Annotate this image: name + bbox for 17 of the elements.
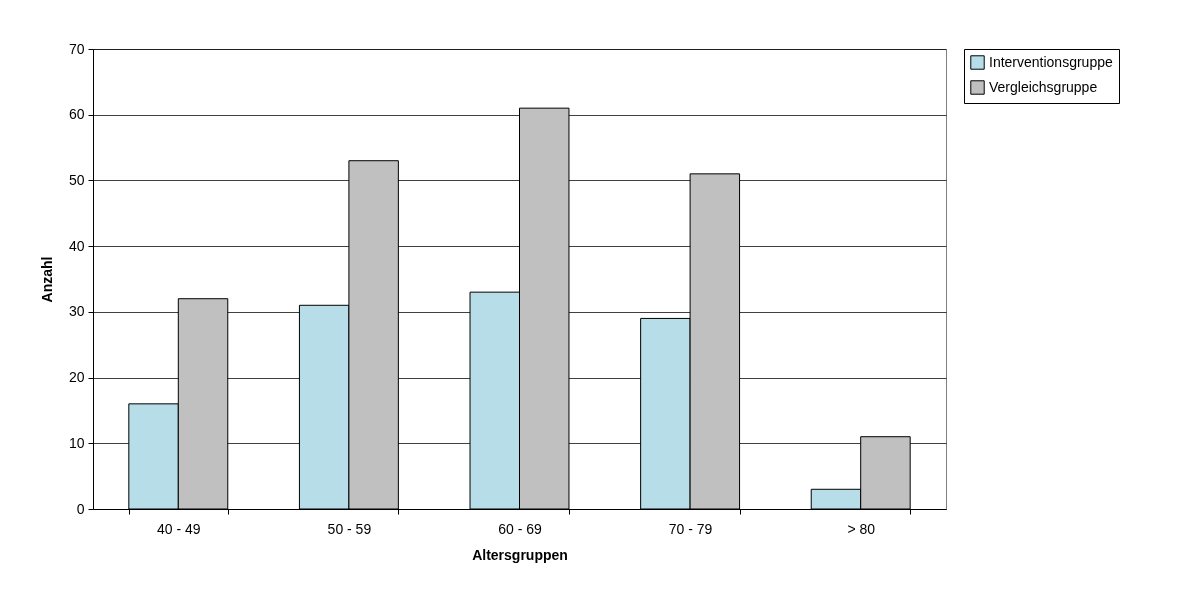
y-tick-label: 30: [68, 303, 85, 320]
legend-label: Vergleichsgruppe: [989, 78, 1098, 95]
y-tick-label: 60: [68, 106, 85, 123]
y-tick-label: 10: [68, 434, 85, 451]
x-tick-label: 60 - 69: [498, 520, 542, 537]
y-tick-label: 20: [68, 369, 85, 386]
y-tick-label: 70: [68, 40, 85, 57]
y-tick-label: 50: [68, 171, 85, 188]
y-tick-label: 40: [68, 237, 85, 254]
x-tick-label: 70 - 79: [668, 520, 713, 537]
y-axis-title: Anzahl: [38, 256, 55, 303]
x-tick-label: > 80: [847, 520, 876, 537]
x-tick-label: 50 - 59: [327, 520, 372, 537]
y-tick-label: 0: [76, 500, 85, 517]
legend-label: Interventionsgruppe: [989, 53, 1113, 70]
x-axis-title: Altersgruppen: [472, 546, 568, 563]
x-tick-label: 40 - 49: [157, 520, 201, 537]
